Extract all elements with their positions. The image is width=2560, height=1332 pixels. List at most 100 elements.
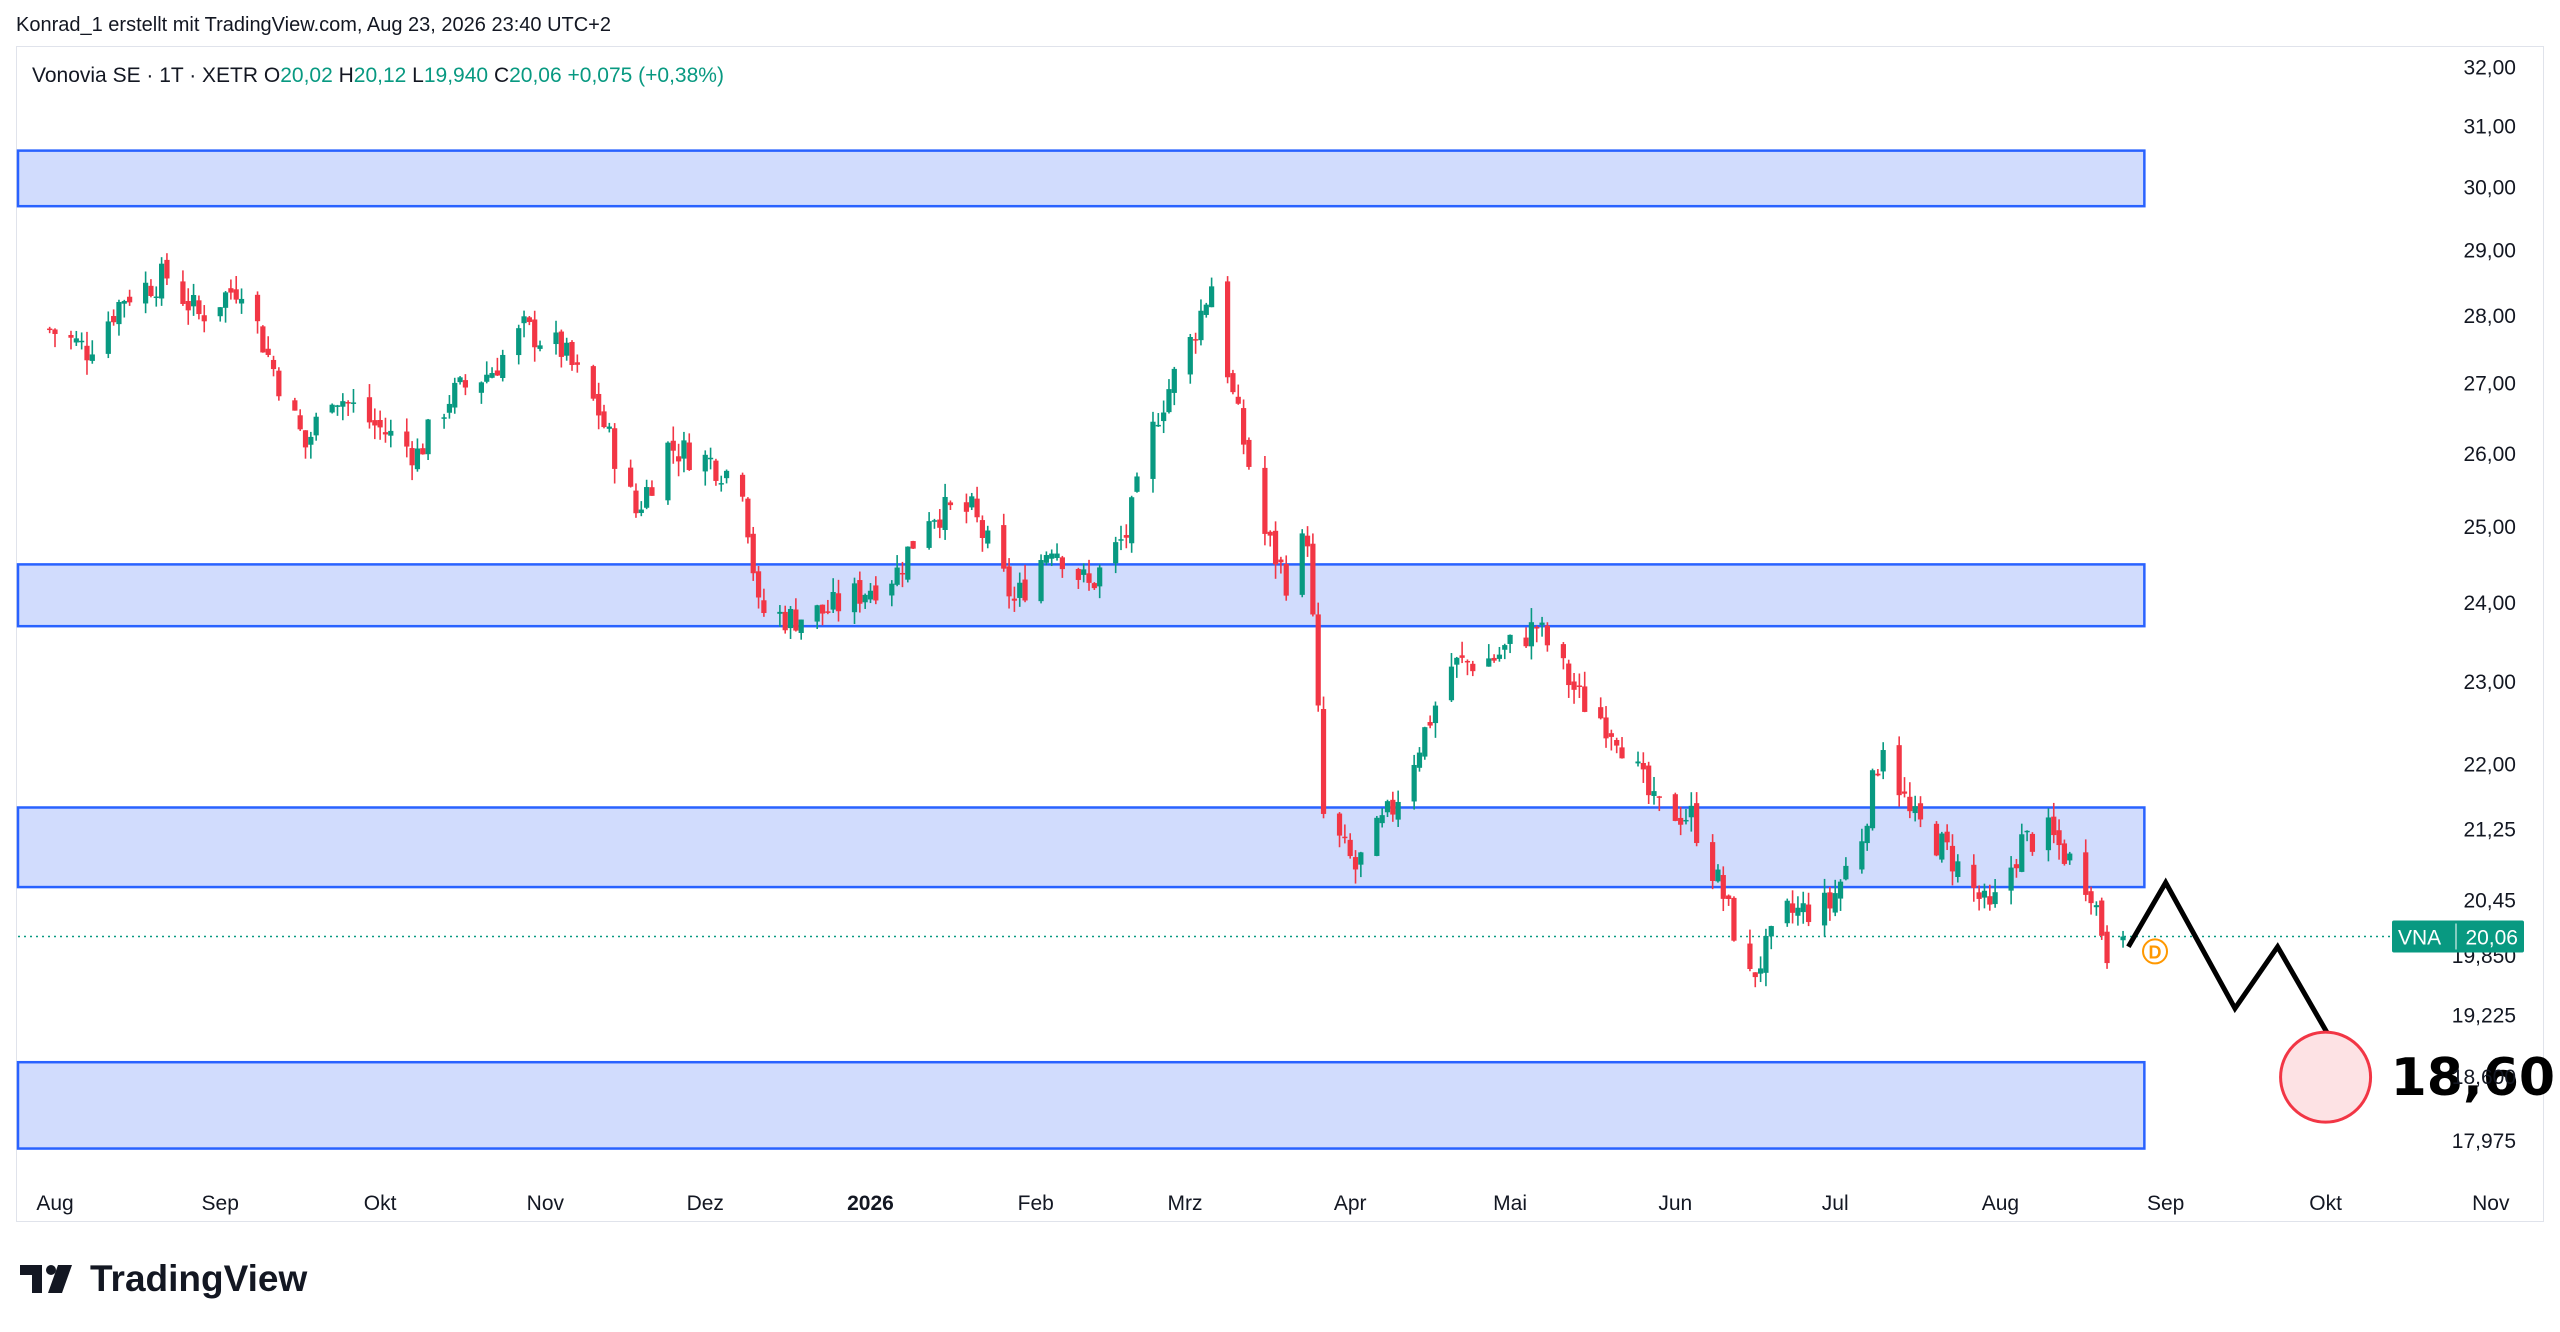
candle[interactable] [1454,656,1460,678]
candle[interactable] [404,418,410,458]
candle[interactable] [1731,896,1737,942]
candle[interactable] [894,555,900,587]
candle[interactable] [2019,823,2025,873]
candle[interactable] [127,289,133,306]
candle[interactable] [1054,543,1060,561]
candle[interactable] [606,422,612,433]
candle[interactable] [1907,782,1913,819]
candle[interactable] [329,403,335,414]
candle[interactable] [1272,521,1279,579]
candle[interactable] [1390,791,1396,822]
candle[interactable] [1901,777,1908,798]
candle[interactable] [164,253,170,286]
candle[interactable] [905,546,911,583]
candle[interactable] [121,299,127,318]
candle[interactable] [723,469,730,484]
candle[interactable] [1843,857,1849,881]
candle[interactable] [1864,823,1870,851]
candle[interactable] [372,408,378,440]
candle[interactable] [345,400,351,416]
candle[interactable] [494,357,500,376]
candle[interactable] [1635,751,1641,767]
candle[interactable] [1427,715,1433,729]
candle[interactable] [233,276,239,304]
candle[interactable] [452,377,458,414]
candle[interactable] [1944,824,1950,851]
candle[interactable] [265,336,271,358]
candle[interactable] [2093,901,2099,916]
candle[interactable] [1075,567,1081,589]
candle[interactable] [1832,879,1838,917]
candle[interactable] [1129,495,1135,553]
candle[interactable] [313,412,319,441]
candle[interactable] [1688,792,1694,832]
candle[interactable] [153,286,159,307]
candle[interactable] [1235,384,1241,405]
candle[interactable] [2024,830,2030,842]
candle[interactable] [969,492,975,511]
candle[interactable] [835,579,842,622]
candle[interactable] [1640,752,1646,783]
candle[interactable] [1374,815,1380,857]
candle[interactable] [478,381,484,404]
candle[interactable] [819,604,826,626]
candle[interactable] [1411,754,1417,810]
candle[interactable] [633,483,639,518]
candle[interactable] [1608,729,1614,751]
candle[interactable] [1123,524,1129,549]
candle[interactable] [590,364,596,401]
candle[interactable] [761,588,767,617]
candle[interactable] [1678,806,1684,836]
candle[interactable] [1507,634,1513,654]
candle[interactable] [718,475,724,492]
candle[interactable] [1155,413,1161,427]
candle[interactable] [1230,369,1236,395]
candle[interactable] [644,479,650,510]
candle[interactable] [830,578,836,614]
candle[interactable] [382,417,389,443]
candle[interactable] [1805,892,1812,927]
candle[interactable] [1091,582,1097,590]
candle[interactable] [1726,894,1732,906]
candle[interactable] [84,331,90,375]
candle[interactable] [2088,886,2094,915]
candle[interactable] [798,619,804,640]
candle[interactable] [532,310,538,362]
candle[interactable] [942,483,948,540]
candle[interactable] [1459,641,1465,664]
candle[interactable] [814,604,820,629]
candle[interactable] [425,418,431,460]
candle[interactable] [1715,864,1721,883]
candle[interactable] [787,605,794,639]
candle[interactable] [1539,616,1545,637]
candle[interactable] [302,430,309,459]
candle[interactable] [1758,956,1764,983]
candle[interactable] [217,307,223,322]
candle[interactable] [1134,472,1140,493]
candle[interactable] [521,310,527,338]
candle[interactable] [681,431,687,473]
candle[interactable] [1358,851,1364,878]
candle[interactable] [739,472,746,502]
candle[interactable] [1981,883,1988,909]
candle[interactable] [1763,928,1769,987]
candle[interactable] [1486,644,1492,667]
candle[interactable] [1534,625,1540,643]
candle[interactable] [500,349,506,382]
candle[interactable] [1209,277,1215,308]
candle[interactable] [489,367,495,379]
candle[interactable] [601,404,607,429]
candle[interactable] [1672,792,1678,822]
tradingview-logo[interactable]: TradingView [20,1258,307,1300]
candle[interactable] [1118,525,1124,551]
candle[interactable] [1320,696,1327,819]
candle[interactable] [1869,768,1876,831]
candle[interactable] [553,320,559,355]
candle[interactable] [462,374,469,396]
candle[interactable] [1582,671,1588,713]
candle[interactable] [910,540,916,549]
candle[interactable] [420,443,426,455]
candle[interactable] [2104,925,2110,969]
zone-3[interactable] [16,806,2146,889]
candle[interactable] [116,299,122,336]
